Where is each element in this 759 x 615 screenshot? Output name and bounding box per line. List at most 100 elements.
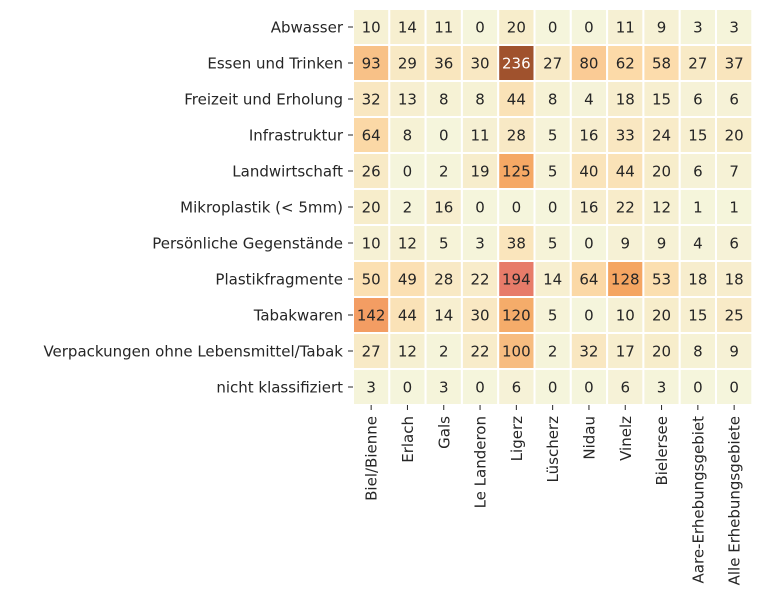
heatmap-cell-2-4 [497, 80, 536, 118]
heatmap-cell-4-10 [715, 152, 754, 190]
cell-value-5-1: 2 [403, 199, 413, 217]
cell-value-10-8: 3 [657, 379, 667, 397]
cell-value-0-4: 20 [507, 19, 526, 37]
cell-value-9-1: 12 [398, 343, 417, 361]
cell-value-7-7: 128 [611, 271, 640, 289]
heatmap-cell-2-0 [352, 80, 391, 118]
cell-value-9-2: 2 [439, 343, 449, 361]
cell-value-3-0: 64 [362, 127, 381, 145]
cell-value-10-5: 0 [548, 379, 558, 397]
col-label-gals: Gals [435, 416, 453, 449]
row-label-infrastruktur: Infrastruktur [249, 127, 344, 145]
cell-value-7-8: 53 [652, 271, 671, 289]
cell-value-1-10: 37 [725, 55, 744, 73]
cell-value-0-3: 0 [475, 19, 485, 37]
cell-value-6-6: 0 [584, 235, 594, 253]
cell-value-4-5: 5 [548, 163, 558, 181]
cell-value-9-9: 8 [693, 343, 703, 361]
cell-value-2-4: 44 [507, 91, 526, 109]
cell-value-10-1: 0 [403, 379, 413, 397]
heatmap-cell-10-4 [497, 368, 536, 406]
cell-value-2-5: 8 [548, 91, 558, 109]
cell-value-0-6: 0 [584, 19, 594, 37]
cell-value-8-4: 120 [502, 307, 531, 325]
cell-value-4-3: 19 [471, 163, 490, 181]
cell-value-9-3: 22 [471, 343, 490, 361]
cell-value-10-3: 0 [475, 379, 485, 397]
col-label-vinelz: Vinelz [617, 416, 635, 461]
cell-value-0-9: 3 [693, 19, 703, 37]
col-label-erlach: Erlach [399, 416, 417, 463]
cell-value-10-0: 3 [366, 379, 376, 397]
cell-value-4-6: 40 [579, 163, 598, 181]
cell-value-7-9: 18 [688, 271, 707, 289]
cell-value-3-5: 5 [548, 127, 558, 145]
heatmap-cell-1-4 [497, 44, 536, 82]
cell-value-7-2: 28 [434, 271, 453, 289]
heatmap-cell-5-10 [715, 188, 754, 226]
cell-value-9-4: 100 [502, 343, 531, 361]
heatmap-cell-7-0 [352, 260, 391, 298]
cell-value-3-2: 0 [439, 127, 449, 145]
cell-value-1-7: 62 [616, 55, 635, 73]
cell-value-6-1: 12 [398, 235, 417, 253]
heatmap-cell-9-8 [642, 332, 681, 370]
cell-value-1-2: 36 [434, 55, 453, 73]
cell-value-2-6: 4 [584, 91, 594, 109]
cell-value-3-1: 8 [403, 127, 413, 145]
cell-value-7-3: 22 [471, 271, 490, 289]
heatmap-cell-1-7 [606, 44, 645, 82]
cell-value-10-2: 3 [439, 379, 449, 397]
cell-value-3-7: 33 [616, 127, 635, 145]
heatmap-cells: 10 14 11 0 20 0 0 11 9 3 393 29 36 30 236 27 80 62 58 27 373… [352, 8, 754, 406]
cell-value-5-8: 12 [652, 199, 671, 217]
cell-value-3-8: 24 [652, 127, 671, 145]
col-label-aare-erhebungsgebiet: Aare-Erhebungsgebiet [689, 416, 707, 584]
cell-value-7-5: 14 [543, 271, 562, 289]
cell-value-6-3: 3 [475, 235, 485, 253]
cell-value-0-2: 11 [434, 19, 453, 37]
cell-value-7-10: 18 [725, 271, 744, 289]
heatmap-cell-10-10 [715, 368, 754, 406]
heatmap-cell-7-3 [460, 260, 500, 298]
heatmap-cell-9-3 [460, 332, 500, 370]
heatmap-cell-0-9 [678, 8, 718, 46]
cell-value-5-0: 20 [362, 199, 381, 217]
cell-value-1-3: 30 [471, 55, 490, 73]
heatmap-cell-1-10 [715, 44, 754, 82]
heatmap-cell-7-1 [388, 260, 427, 298]
cell-value-8-0: 142 [357, 307, 386, 325]
cell-value-8-7: 10 [616, 307, 635, 325]
row-label-abwasser: Abwasser [271, 19, 344, 37]
cell-value-2-7: 18 [616, 91, 635, 109]
cell-value-2-10: 6 [729, 91, 739, 109]
cell-value-0-1: 14 [398, 19, 417, 37]
heatmap-cell-0-7 [606, 8, 645, 46]
heatmap-cell-10-5 [533, 368, 572, 406]
cell-value-3-3: 11 [471, 127, 490, 145]
cell-value-9-6: 32 [579, 343, 598, 361]
cell-value-6-7: 9 [620, 235, 630, 253]
cell-value-4-7: 44 [616, 163, 635, 181]
heatmap-cell-8-8 [642, 296, 681, 334]
cell-value-8-2: 14 [434, 307, 453, 325]
heatmap-cell-4-6 [569, 152, 609, 190]
cell-value-10-4: 6 [512, 379, 522, 397]
row-label-plastikfragmente: Plastikfragmente [215, 271, 343, 289]
heatmap-cell-10-9 [678, 368, 718, 406]
cell-value-2-3: 8 [475, 91, 485, 109]
column-labels: Biel/Bienne Erlach Gals Le Landeron Ligerz Lü… [363, 405, 744, 585]
cell-value-8-10: 25 [725, 307, 744, 325]
cell-value-1-9: 27 [688, 55, 707, 73]
cell-value-5-6: 16 [579, 199, 598, 217]
cell-value-8-6: 0 [584, 307, 594, 325]
cell-value-1-4: 236 [502, 55, 531, 73]
cell-value-8-1: 44 [398, 307, 417, 325]
row-label-persoenliche-gegenstaende: Persönliche Gegenstände [152, 235, 343, 253]
heatmap-cell-5-3 [460, 188, 500, 226]
cell-value-7-1: 49 [398, 271, 417, 289]
heatmap-cell-9-4 [497, 332, 536, 370]
row-label-freizeit-und-erholung: Freizeit und Erholung [184, 91, 343, 109]
cell-value-8-8: 20 [652, 307, 671, 325]
cell-value-2-0: 32 [362, 91, 381, 109]
